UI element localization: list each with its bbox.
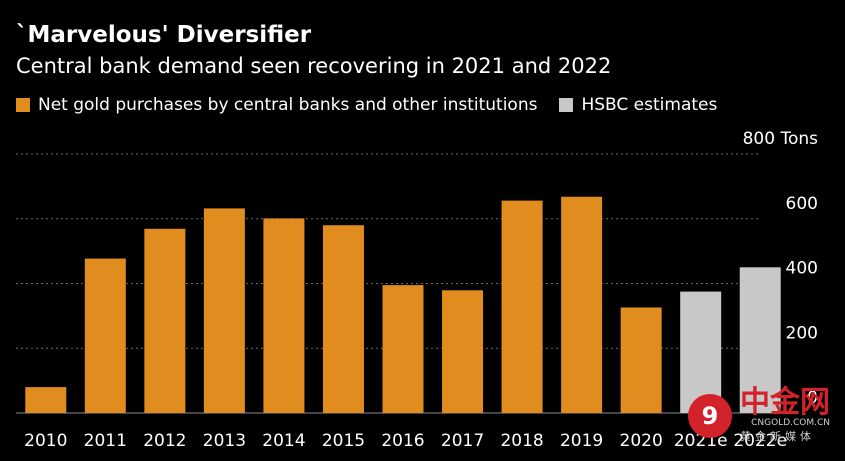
legend: Net gold purchases by central banks and … bbox=[16, 95, 739, 115]
x-tick-label-2012: 2012 bbox=[143, 431, 186, 451]
y-tick-label-800: 800 Tons bbox=[743, 129, 819, 149]
legend-label-net-purchases: Net gold purchases by central banks and … bbox=[38, 95, 538, 115]
x-tick-label-2020: 2020 bbox=[620, 431, 663, 451]
bar-2016 bbox=[382, 285, 424, 413]
watermark-name: 中金网 bbox=[740, 385, 830, 420]
watermark-url: CNGOLD.COM.CN bbox=[751, 418, 830, 428]
bar-2013 bbox=[203, 208, 245, 413]
bar-2017 bbox=[442, 290, 484, 413]
y-tick-label-0: 0 bbox=[807, 388, 818, 408]
chart-title: `Marvelous' Diversifier bbox=[16, 22, 312, 48]
y-tick-label-200: 200 bbox=[786, 323, 818, 343]
bar-2021e bbox=[680, 291, 722, 413]
bar-2019 bbox=[561, 196, 603, 413]
x-tick-label-2011: 2011 bbox=[84, 431, 127, 451]
x-tick-label-2015: 2015 bbox=[322, 431, 365, 451]
watermark-text: 中金网 CNGOLD.COM.CN 黄金新媒体 bbox=[740, 388, 830, 444]
watermark-logo-icon: 9 bbox=[688, 394, 732, 438]
x-tick-label-2022e: 2022e bbox=[733, 431, 787, 451]
x-tick-label-2010: 2010 bbox=[24, 431, 67, 451]
y-tick-label-400: 400 bbox=[786, 259, 818, 279]
bar-2010 bbox=[25, 387, 67, 413]
bar-2014 bbox=[263, 218, 305, 413]
bar-2011 bbox=[84, 258, 126, 413]
x-tick-label-2014: 2014 bbox=[262, 431, 305, 451]
bar-2020 bbox=[620, 307, 662, 413]
x-tick-label-2017: 2017 bbox=[441, 431, 484, 451]
bar-2018 bbox=[501, 200, 543, 413]
bar-2022e bbox=[739, 267, 781, 413]
x-tick-label-2019: 2019 bbox=[560, 431, 603, 451]
legend-item-hsbc: HSBC estimates bbox=[559, 95, 717, 115]
bar-2012 bbox=[144, 228, 186, 413]
watermark-sub: 黄金新媒体 bbox=[740, 430, 815, 443]
legend-item-net-purchases: Net gold purchases by central banks and … bbox=[16, 95, 537, 115]
legend-swatch-hsbc bbox=[559, 98, 574, 112]
bar-2015 bbox=[322, 225, 364, 413]
legend-swatch-net-purchases bbox=[16, 98, 30, 112]
watermark: 9 中金网 CNGOLD.COM.CN 黄金新媒体 bbox=[688, 388, 830, 444]
y-tick-label-600: 600 bbox=[786, 194, 818, 214]
x-tick-label-2013: 2013 bbox=[203, 431, 246, 451]
x-tick-label-2018: 2018 bbox=[500, 431, 543, 451]
legend-label-hsbc: HSBC estimates bbox=[581, 95, 718, 115]
x-tick-label-2016: 2016 bbox=[381, 431, 424, 451]
chart-subtitle: Central bank demand seen recovering in 2… bbox=[16, 54, 612, 78]
